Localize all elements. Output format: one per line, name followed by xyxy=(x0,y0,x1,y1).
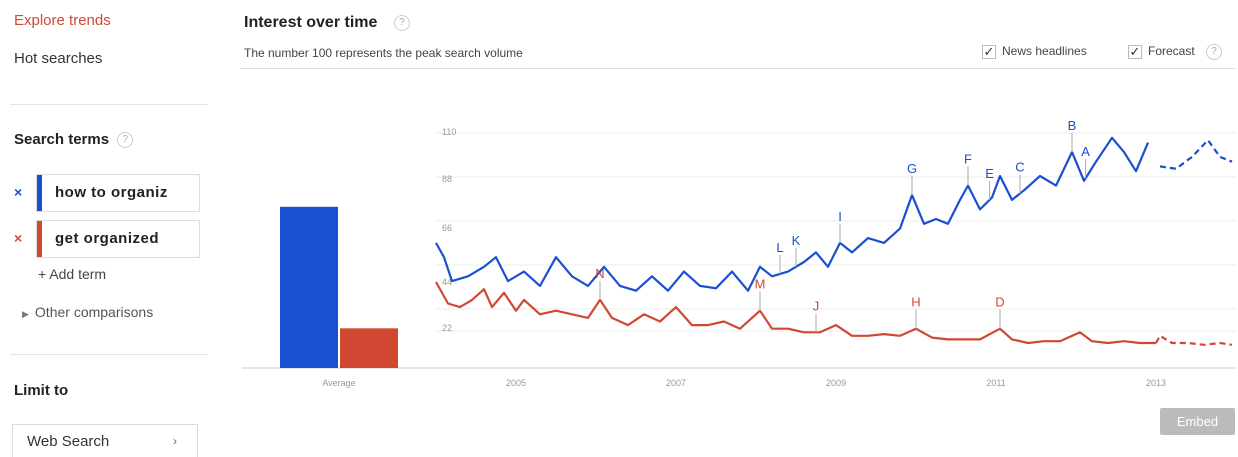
y-tick-label: 110 xyxy=(442,127,456,137)
term-color-bar xyxy=(37,175,42,211)
remove-term-icon[interactable]: × xyxy=(14,230,23,246)
average-bar xyxy=(340,328,398,368)
header-divider xyxy=(240,68,1236,69)
news-marker-label: B xyxy=(1068,118,1077,133)
x-tick-label: 2011 xyxy=(986,378,1005,388)
y-tick-label: 66 xyxy=(442,223,452,233)
panel-heading: Interest over time ? xyxy=(244,14,410,32)
x-tick-label: 2013 xyxy=(1146,378,1166,388)
news-marker-label: J xyxy=(813,298,820,313)
news-marker-label: L xyxy=(776,240,783,255)
term-color-bar xyxy=(37,221,42,257)
divider xyxy=(10,104,208,105)
panel-title: Interest over time xyxy=(244,14,378,31)
x-tick-label: 2005 xyxy=(506,378,526,388)
y-tick-label: 22 xyxy=(442,323,452,333)
main-panel: Interest over time ? The number 100 repr… xyxy=(230,0,1238,457)
news-headlines-label: News headlines xyxy=(1002,44,1087,58)
chevron-right-icon: › xyxy=(173,434,177,448)
search-term-input[interactable]: get organized xyxy=(36,220,200,258)
search-term-text: how to organiz xyxy=(55,184,168,201)
search-terms-heading: Search terms ? xyxy=(14,131,134,149)
checkbox-checked-icon[interactable]: ✓ xyxy=(982,43,996,59)
news-marker-label: A xyxy=(1081,144,1090,159)
interest-over-time-chart: 110 88 66 44 22 Average 2005 2007 2009 2011 2013 BA… xyxy=(242,118,1236,388)
news-marker-label: E xyxy=(985,166,994,181)
forecast-toggle[interactable]: ✓ Forecast ? xyxy=(1128,44,1223,60)
search-term-row: × get organized xyxy=(12,220,202,258)
news-marker-label: I xyxy=(838,209,842,224)
forecast-line xyxy=(1159,138,1233,170)
y-tick-label: 44 xyxy=(442,277,452,287)
news-marker-label: H xyxy=(911,295,920,310)
news-marker-label: M xyxy=(755,277,766,292)
embed-button[interactable]: Embed xyxy=(1160,408,1235,435)
x-tick-label: 2009 xyxy=(826,378,846,388)
triangle-right-icon: ▶ xyxy=(22,309,29,319)
search-term-row: × how to organiz xyxy=(12,174,202,212)
web-search-select[interactable]: Web Search › xyxy=(12,424,198,457)
add-term-link[interactable]: + Add term xyxy=(38,266,107,282)
search-term-text: get organized xyxy=(55,230,160,247)
news-headlines-toggle[interactable]: ✓ News headlines xyxy=(982,44,1087,59)
panel-subtitle: The number 100 represents the peak searc… xyxy=(244,46,523,60)
help-icon[interactable]: ? xyxy=(1206,44,1223,60)
average-bar xyxy=(280,206,338,368)
help-icon[interactable]: ? xyxy=(393,14,410,31)
series-line xyxy=(435,136,1150,292)
forecast-line xyxy=(1155,334,1233,346)
nav-hot-searches[interactable]: Hot searches xyxy=(14,50,103,67)
forecast-label: Forecast xyxy=(1148,44,1195,59)
news-marker-label: K xyxy=(792,233,801,248)
news-marker-label: N xyxy=(595,266,604,281)
search-terms-title: Search terms xyxy=(14,131,110,148)
divider xyxy=(10,354,208,355)
sidebar: Explore trends Hot searches Search terms… xyxy=(0,0,212,457)
search-term-input[interactable]: how to organiz xyxy=(36,174,200,212)
help-icon[interactable]: ? xyxy=(117,132,134,149)
other-comparisons-toggle[interactable]: ▶ Other comparisons xyxy=(22,304,153,320)
web-search-label: Web Search xyxy=(27,433,110,450)
average-label: Average xyxy=(322,378,355,388)
y-tick-label: 88 xyxy=(442,174,452,184)
other-comparisons-label: Other comparisons xyxy=(34,304,154,320)
series-line xyxy=(435,281,1156,345)
remove-term-icon[interactable]: × xyxy=(14,184,23,200)
news-marker-label: G xyxy=(907,161,917,176)
checkbox-checked-icon[interactable]: ✓ xyxy=(1128,44,1142,59)
news-marker-label: C xyxy=(1015,160,1024,175)
limit-to-heading: Limit to xyxy=(14,382,69,399)
x-tick-label: 2007 xyxy=(666,378,686,388)
nav-explore-trends[interactable]: Explore trends xyxy=(14,12,111,29)
news-marker-label: F xyxy=(964,152,972,167)
news-marker-label: D xyxy=(995,295,1004,310)
